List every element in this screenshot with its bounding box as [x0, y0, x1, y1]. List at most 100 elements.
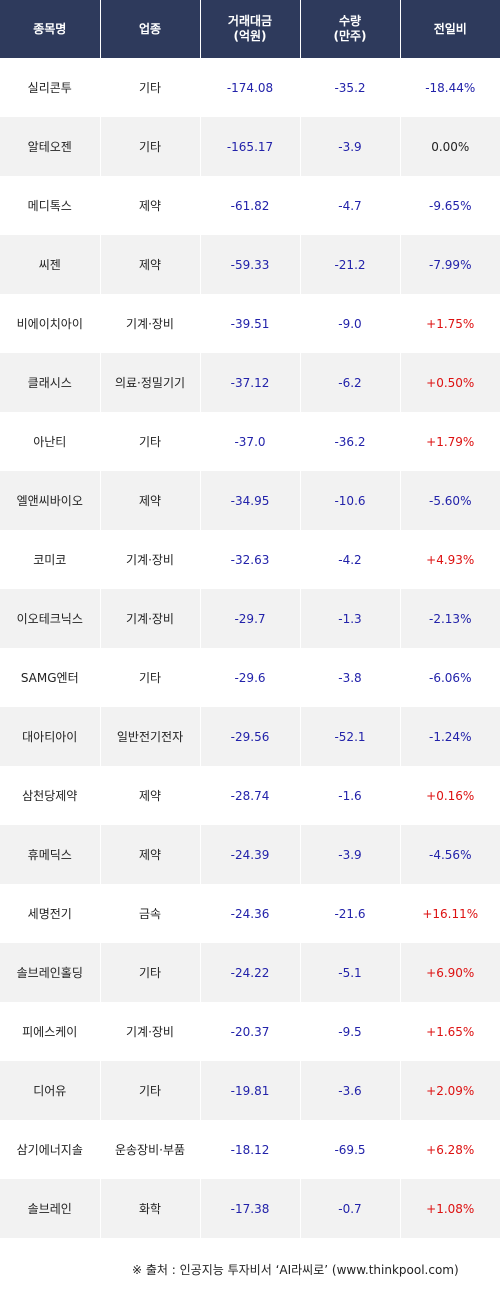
volume-cell: -1.3: [300, 589, 401, 648]
change-rate-cell: -5.60%: [400, 471, 500, 530]
trade-amount-cell: -28.74: [200, 766, 301, 825]
stock-name-cell: 이오테크닉스: [0, 589, 101, 648]
table-row: 씨젠 제약 -59.33 -21.2 -7.99%: [0, 235, 500, 294]
stock-name-cell: 실리콘투: [0, 58, 101, 117]
sector-cell: 기타: [100, 1061, 201, 1120]
stock-name-cell: 솔브레인홀딩: [0, 943, 101, 1002]
table-row: 알테오젠 기타 -165.17 -3.9 0.00%: [0, 117, 500, 176]
sector-cell: 일반전기전자: [100, 707, 201, 766]
change-rate-cell: +0.50%: [400, 353, 500, 412]
trade-amount-cell: -39.51: [200, 294, 301, 353]
change-rate-cell: -4.56%: [400, 825, 500, 884]
change-rate-cell: +1.79%: [400, 412, 500, 471]
volume-cell: -9.5: [300, 1002, 401, 1061]
trade-amount-cell: -174.08: [200, 58, 301, 117]
volume-cell: -69.5: [300, 1120, 401, 1179]
stock-name-cell: 알테오젠: [0, 117, 101, 176]
trade-amount-cell: -165.17: [200, 117, 301, 176]
stock-table: 종목명 업종 거래대금 (억원) 수량 (만주) 전일비 실리콘투 기타 -174.…: [0, 0, 500, 1238]
change-rate-cell: -1.24%: [400, 707, 500, 766]
table-row: 실리콘투 기타 -174.08 -35.2 -18.44%: [0, 58, 500, 117]
change-rate-cell: +1.65%: [400, 1002, 500, 1061]
sector-cell: 기계·장비: [100, 530, 201, 589]
stock-name-cell: 엘앤씨바이오: [0, 471, 101, 530]
stock-name-cell: 휴메딕스: [0, 825, 101, 884]
stock-name-cell: 삼천당제약: [0, 766, 101, 825]
volume-cell: -4.2: [300, 530, 401, 589]
volume-cell: -35.2: [300, 58, 401, 117]
volume-cell: -0.7: [300, 1179, 401, 1238]
trade-amount-cell: -59.33: [200, 235, 301, 294]
change-rate-cell: +1.08%: [400, 1179, 500, 1238]
header-name: 종목명: [0, 0, 101, 58]
stock-name-cell: 아난티: [0, 412, 101, 471]
change-rate-cell: -9.65%: [400, 176, 500, 235]
table-row: 솔브레인 화학 -17.38 -0.7 +1.08%: [0, 1179, 500, 1238]
stock-name-cell: 삼기에너지솔: [0, 1120, 101, 1179]
table-row: 휴메딕스 제약 -24.39 -3.9 -4.56%: [0, 825, 500, 884]
sector-cell: 기타: [100, 117, 201, 176]
volume-cell: -36.2: [300, 412, 401, 471]
stock-name-cell: 세명전기: [0, 884, 101, 943]
volume-cell: -3.9: [300, 825, 401, 884]
header-row: 종목명 업종 거래대금 (억원) 수량 (만주) 전일비: [0, 0, 500, 58]
sector-cell: 화학: [100, 1179, 201, 1238]
sector-cell: 기타: [100, 412, 201, 471]
stock-name-cell: 솔브레인: [0, 1179, 101, 1238]
table-row: 클래시스 의료·정밀기기 -37.12 -6.2 +0.50%: [0, 353, 500, 412]
trade-amount-cell: -29.7: [200, 589, 301, 648]
trade-amount-cell: -37.12: [200, 353, 301, 412]
trade-amount-cell: -24.39: [200, 825, 301, 884]
table-body: 실리콘투 기타 -174.08 -35.2 -18.44% 알테오젠 기타 -165.17 -3…: [0, 58, 500, 1238]
change-rate-cell: +6.90%: [400, 943, 500, 1002]
sector-cell: 기계·장비: [100, 1002, 201, 1061]
change-rate-cell: +4.93%: [400, 530, 500, 589]
volume-cell: -1.6: [300, 766, 401, 825]
table-row: 아난티 기타 -37.0 -36.2 +1.79%: [0, 412, 500, 471]
sector-cell: 금속: [100, 884, 201, 943]
table-row: 메디톡스 제약 -61.82 -4.7 -9.65%: [0, 176, 500, 235]
sector-cell: 기타: [100, 58, 201, 117]
sector-cell: 의료·정밀기기: [100, 353, 201, 412]
change-rate-cell: 0.00%: [400, 117, 500, 176]
header-amount: 거래대금 (억원): [200, 0, 301, 58]
change-rate-cell: -6.06%: [400, 648, 500, 707]
change-rate-cell: -18.44%: [400, 58, 500, 117]
volume-cell: -21.2: [300, 235, 401, 294]
stock-name-cell: 메디톡스: [0, 176, 101, 235]
trade-amount-cell: -29.56: [200, 707, 301, 766]
trade-amount-cell: -29.6: [200, 648, 301, 707]
trade-amount-cell: -34.95: [200, 471, 301, 530]
table-row: 솔브레인홀딩 기타 -24.22 -5.1 +6.90%: [0, 943, 500, 1002]
trade-amount-cell: -17.38: [200, 1179, 301, 1238]
change-rate-cell: +16.11%: [400, 884, 500, 943]
volume-cell: -21.6: [300, 884, 401, 943]
trade-amount-cell: -19.81: [200, 1061, 301, 1120]
trade-amount-cell: -18.12: [200, 1120, 301, 1179]
table-row: 삼천당제약 제약 -28.74 -1.6 +0.16%: [0, 766, 500, 825]
stock-name-cell: 코미코: [0, 530, 101, 589]
table-row: 피에스케이 기계·장비 -20.37 -9.5 +1.65%: [0, 1002, 500, 1061]
sector-cell: 제약: [100, 471, 201, 530]
trade-amount-cell: -20.37: [200, 1002, 301, 1061]
header-volume: 수량 (만주): [300, 0, 401, 58]
volume-cell: -3.8: [300, 648, 401, 707]
stock-name-cell: 클래시스: [0, 353, 101, 412]
change-rate-cell: +2.09%: [400, 1061, 500, 1120]
sector-cell: 기타: [100, 648, 201, 707]
sector-cell: 기타: [100, 943, 201, 1002]
trade-amount-cell: -24.36: [200, 884, 301, 943]
table-row: 엘앤씨바이오 제약 -34.95 -10.6 -5.60%: [0, 471, 500, 530]
trade-amount-cell: -61.82: [200, 176, 301, 235]
table-row: 이오테크닉스 기계·장비 -29.7 -1.3 -2.13%: [0, 589, 500, 648]
stock-name-cell: SAMG엔터: [0, 648, 101, 707]
table-row: 비에이치아이 기계·장비 -39.51 -9.0 +1.75%: [0, 294, 500, 353]
volume-cell: -6.2: [300, 353, 401, 412]
sector-cell: 제약: [100, 235, 201, 294]
change-rate-cell: +1.75%: [400, 294, 500, 353]
sector-cell: 제약: [100, 176, 201, 235]
stock-name-cell: 대아티아이: [0, 707, 101, 766]
table-row: 삼기에너지솔 운송장비·부품 -18.12 -69.5 +6.28%: [0, 1120, 500, 1179]
source-note: ※ 출처 : 인공지능 투자비서 ‘AI라씨로’ (www.thinkpool.…: [132, 1263, 459, 1277]
sector-cell: 제약: [100, 766, 201, 825]
